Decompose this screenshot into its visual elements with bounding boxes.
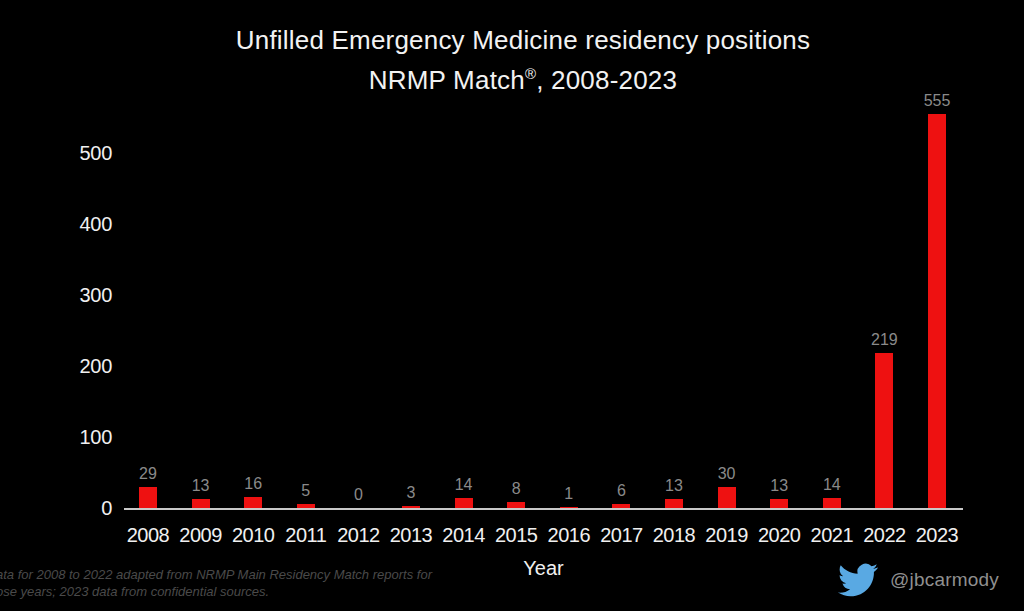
bar-2009 [192, 499, 210, 508]
bar-2016 [560, 507, 578, 508]
bar-2018 [665, 499, 683, 508]
x-axis-tick-label: 2023 [905, 523, 969, 547]
y-axis-tick-label: 0 [42, 495, 112, 521]
bar-2013 [402, 506, 420, 508]
y-axis-tick-label: 500 [42, 140, 112, 166]
bar-2011 [297, 504, 315, 508]
attribution: @jbcarmody [834, 558, 1024, 602]
bar-2014 [455, 498, 473, 508]
y-axis-tick-label: 200 [42, 353, 112, 379]
source-note-line2: ose years; 2023 data from confidential s… [0, 584, 432, 601]
source-note-line1: ata for 2008 to 2022 adapted from NRMP M… [0, 567, 432, 584]
bar-2010 [244, 497, 262, 508]
y-axis-tick-label: 300 [42, 282, 112, 308]
y-axis-tick-label: 400 [42, 211, 112, 237]
chart-title: Unfilled Emergency Medicine residency po… [22, 24, 1024, 97]
y-axis-tick-label: 100 [42, 424, 112, 450]
bar-2020 [770, 499, 788, 508]
bar-value-label: 14 [800, 476, 864, 494]
twitter-handle: @jbcarmody [890, 569, 999, 591]
chart-title-line2-text: NRMP Match [369, 65, 525, 95]
bar-2008 [139, 487, 157, 508]
bar-value-label: 219 [852, 331, 916, 349]
bar-2017 [612, 504, 630, 508]
bar-2021 [823, 498, 841, 508]
chart-title-line2: NRMP Match®, 2008-2023 [22, 57, 1024, 97]
chart-title-line1: Unfilled Emergency Medicine residency po… [22, 24, 1024, 57]
x-axis-line [124, 508, 963, 510]
bar-2019 [718, 487, 736, 508]
source-note: ata for 2008 to 2022 adapted from NRMP M… [0, 567, 432, 600]
bar-2023 [928, 114, 946, 508]
bar-2015 [507, 502, 525, 508]
bar-2022 [875, 353, 893, 508]
bar-value-label: 555 [905, 92, 969, 110]
slide: Unfilled Emergency Medicine residency po… [0, 0, 1024, 611]
registered-mark: ® [525, 65, 536, 82]
twitter-bird-icon [834, 560, 882, 600]
chart-title-line2-years: , 2008-2023 [536, 65, 677, 95]
